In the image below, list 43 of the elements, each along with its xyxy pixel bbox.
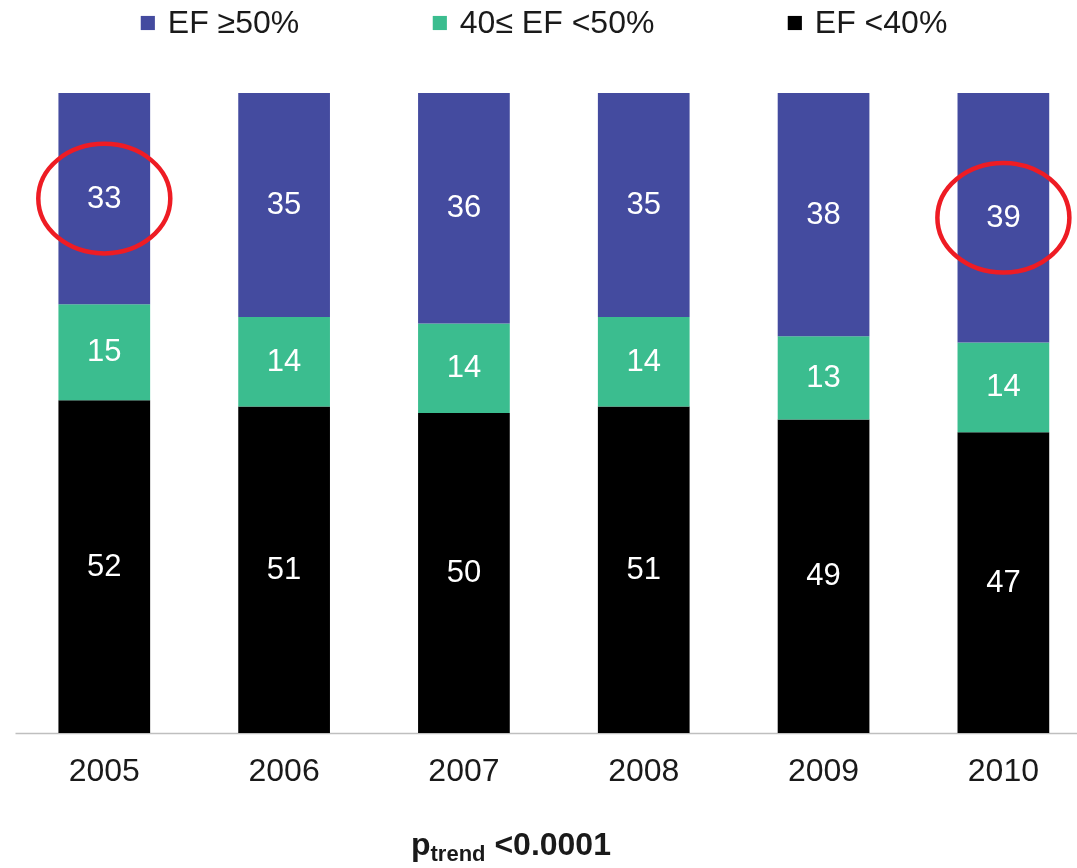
legend-label: 40≤ EF <50% [459,4,655,40]
bar [418,323,510,413]
data-label: 52 [87,547,122,583]
bar [58,304,151,401]
bar [418,93,510,324]
data-label: 51 [266,550,302,586]
legend-label: EF ≥50% [167,4,300,40]
data-label: 14 [986,368,1021,404]
bar [238,93,330,317]
x-tick-label: 2008 [608,751,680,788]
bar [777,419,870,733]
data-label: 39 [986,198,1021,234]
data-label: 51 [626,550,661,586]
x-tick-label: 2005 [68,751,140,788]
bar [957,432,1050,733]
data-label: 14 [626,342,661,378]
data-label: 36 [446,189,482,225]
data-label: 35 [626,186,661,221]
bar [238,317,330,407]
bar [597,93,690,317]
data-label: 33 [87,179,122,215]
data-label: 15 [87,333,122,369]
bar [777,336,870,420]
x-tick-label: 2007 [428,751,500,788]
data-label: 14 [266,342,302,378]
x-tick-label: 2009 [787,751,860,788]
data-label: 35 [266,186,302,221]
bar [957,342,1050,433]
data-label: 49 [806,557,841,593]
data-label: 47 [986,563,1021,599]
bar [777,93,870,337]
x-tick-label: 2010 [967,751,1039,788]
data-label: 38 [806,195,841,231]
legend-label: EF <40% [814,4,948,40]
bar [597,317,690,407]
bar [597,406,690,733]
data-label: 14 [446,349,482,385]
bar [58,400,151,733]
data-label: 13 [806,358,841,394]
bar [418,413,510,733]
data-label: 50 [446,554,482,589]
bar [238,406,330,733]
x-tick-label: 2006 [248,751,320,788]
